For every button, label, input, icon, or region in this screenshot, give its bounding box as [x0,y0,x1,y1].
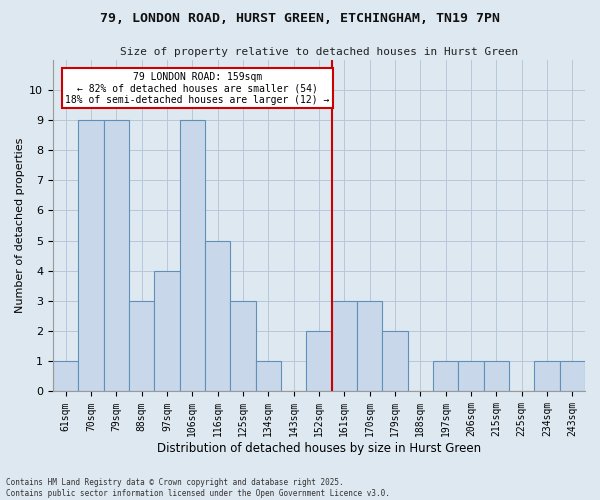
Bar [484,362,509,392]
Bar [230,301,256,392]
Bar [458,362,484,392]
Bar [78,120,104,392]
Bar [205,240,230,392]
Title: Size of property relative to detached houses in Hurst Green: Size of property relative to detached ho… [120,48,518,58]
Y-axis label: Number of detached properties: Number of detached properties [15,138,25,314]
Bar [179,120,205,392]
Text: 79 LONDON ROAD: 159sqm
← 82% of detached houses are smaller (54)
18% of semi-det: 79 LONDON ROAD: 159sqm ← 82% of detached… [65,72,329,105]
Text: 79, LONDON ROAD, HURST GREEN, ETCHINGHAM, TN19 7PN: 79, LONDON ROAD, HURST GREEN, ETCHINGHAM… [100,12,500,26]
Bar [535,362,560,392]
Bar [104,120,129,392]
Bar [382,331,407,392]
Bar [256,362,281,392]
Bar [332,301,357,392]
Bar [306,331,332,392]
X-axis label: Distribution of detached houses by size in Hurst Green: Distribution of detached houses by size … [157,442,481,455]
Bar [154,271,179,392]
Bar [560,362,585,392]
Bar [433,362,458,392]
Bar [53,362,78,392]
Text: Contains HM Land Registry data © Crown copyright and database right 2025.
Contai: Contains HM Land Registry data © Crown c… [6,478,390,498]
Bar [357,301,382,392]
Bar [129,301,154,392]
